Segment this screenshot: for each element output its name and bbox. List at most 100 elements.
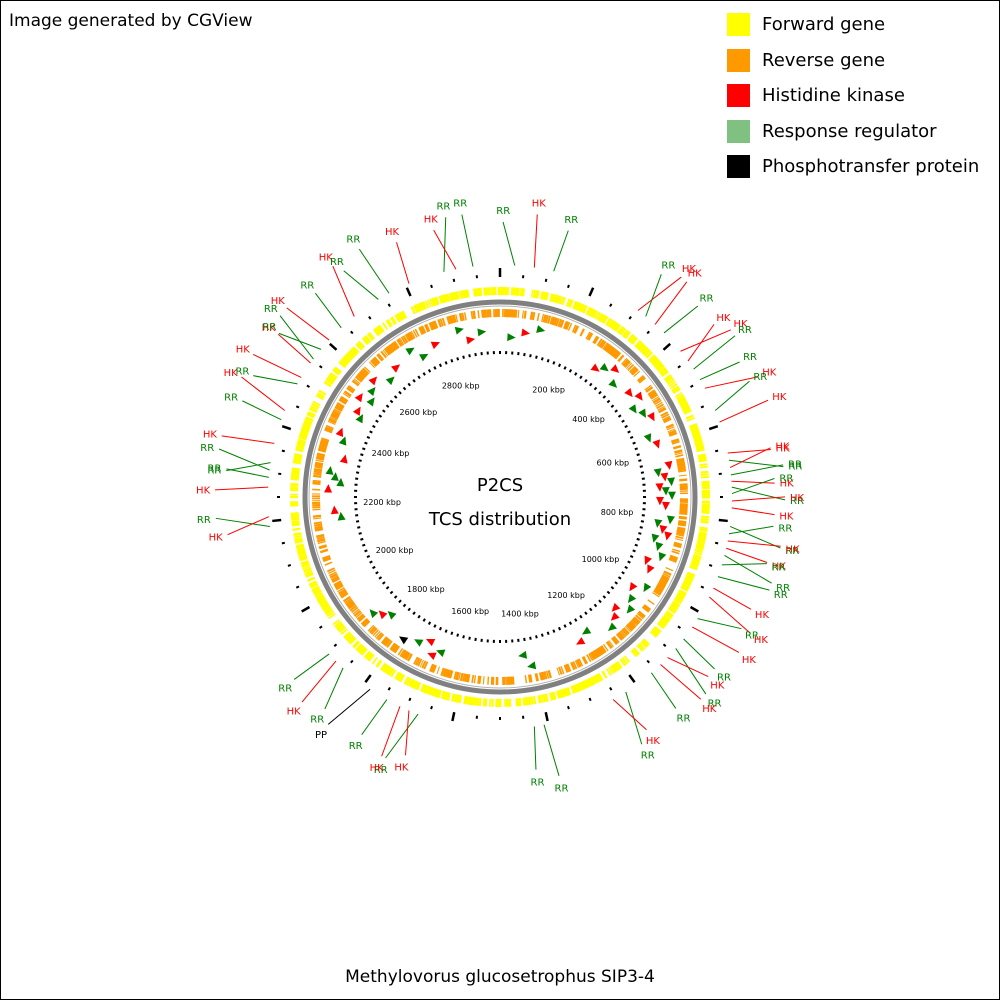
reverse-gene	[575, 658, 583, 668]
reverse-gene	[613, 351, 622, 360]
tcs-arrow-hk	[521, 328, 531, 337]
ruler-tick	[624, 424, 628, 429]
tcs-leader-line	[433, 229, 457, 270]
reverse-gene	[670, 438, 680, 444]
forward-gene	[695, 543, 705, 549]
forward-gene	[607, 666, 614, 675]
forward-gene	[677, 397, 687, 405]
ruler-tick	[584, 379, 588, 383]
ruler-tick	[382, 409, 386, 413]
tcs-arrow-hk	[634, 391, 643, 401]
reverse-gene	[662, 572, 671, 578]
reverse-gene	[353, 378, 361, 385]
reverse-gene	[630, 619, 638, 627]
reverse-gene	[355, 374, 364, 382]
reverse-gene	[653, 589, 662, 596]
reverse-gene	[419, 659, 424, 668]
ruler-tick	[557, 626, 562, 631]
ruler-tick	[632, 549, 636, 553]
tcs-leader-line	[396, 242, 410, 284]
forward-gene	[301, 425, 311, 432]
ruler-tick	[402, 603, 407, 608]
tcs-arrow-rr	[638, 408, 647, 418]
reverse-gene	[677, 464, 686, 469]
reverse-gene	[560, 666, 565, 675]
outer-tick	[718, 518, 728, 523]
forward-gene	[700, 475, 710, 479]
forward-gene	[429, 298, 434, 307]
forward-gene	[438, 295, 444, 304]
tcs-label-hk: HK	[385, 227, 400, 238]
outer-tick	[306, 384, 310, 388]
forward-gene	[691, 557, 701, 564]
forward-gene	[311, 402, 320, 409]
forward-gene	[452, 291, 459, 301]
forward-gene	[540, 291, 544, 300]
forward-gene	[308, 580, 318, 588]
forward-gene	[698, 457, 707, 463]
forward-gene	[477, 287, 483, 297]
reverse-gene	[334, 405, 343, 412]
forward-gene	[696, 447, 705, 453]
ruler-tick	[636, 537, 640, 541]
forward-gene	[579, 681, 586, 691]
ruler-tick	[364, 549, 368, 553]
ruler-tick	[523, 637, 526, 642]
reverse-gene	[605, 344, 613, 353]
reverse-gene	[418, 326, 425, 335]
forward-gene	[677, 589, 687, 597]
reverse-gene	[398, 337, 405, 346]
forward-gene	[631, 337, 638, 345]
tcs-arrow-rr	[507, 333, 516, 342]
legend-item-pp: Phosphotransfer protein	[727, 149, 979, 185]
forward-gene	[667, 605, 677, 614]
tcs-leader-line	[691, 626, 740, 653]
reverse-gene	[673, 543, 682, 549]
forward-gene	[443, 691, 449, 701]
tcs-arrow-hk	[652, 439, 660, 449]
reverse-gene	[524, 675, 528, 684]
tcs-label-rr: RR	[788, 461, 802, 472]
ruler-tick	[552, 361, 556, 365]
reverse-gene	[338, 397, 348, 405]
forward-gene	[396, 672, 404, 682]
forward-gene	[355, 643, 364, 653]
reverse-gene	[346, 386, 355, 394]
outer-tick	[567, 705, 570, 710]
ruler-tick	[389, 399, 394, 404]
forward-gene	[291, 522, 301, 527]
outer-tick	[646, 659, 650, 664]
ruler-tick	[552, 629, 556, 633]
forward-gene	[551, 293, 557, 303]
forward-gene	[512, 287, 518, 296]
outer-tick	[628, 316, 632, 320]
reverse-gene	[596, 338, 603, 347]
reverse-gene	[448, 670, 454, 679]
tcs-leader-line	[721, 563, 767, 566]
forward-gene	[348, 637, 357, 645]
reverse-gene	[351, 606, 359, 613]
ruler-tick	[378, 414, 383, 418]
forward-gene	[645, 351, 653, 359]
tcs-arrow-rr	[405, 347, 415, 356]
tcs-label-hk: HK	[271, 296, 286, 307]
forward-gene	[343, 631, 352, 640]
forward-gene	[390, 669, 397, 678]
forward-gene	[671, 386, 681, 395]
forward-gene	[445, 692, 451, 701]
forward-gene	[565, 687, 572, 696]
reverse-gene	[389, 642, 397, 651]
tcs-leader-line	[729, 526, 781, 549]
forward-gene	[334, 620, 342, 628]
ruler-tick	[398, 599, 402, 604]
reverse-gene	[335, 403, 344, 411]
forward-gene	[690, 563, 699, 568]
forward-gene	[302, 423, 311, 429]
tcs-label-hk: HK	[710, 680, 725, 691]
forward-gene	[338, 626, 347, 634]
forward-gene	[657, 622, 665, 630]
tcs-leader-line	[667, 657, 709, 678]
legend-swatch	[727, 84, 750, 108]
forward-gene	[291, 472, 300, 478]
